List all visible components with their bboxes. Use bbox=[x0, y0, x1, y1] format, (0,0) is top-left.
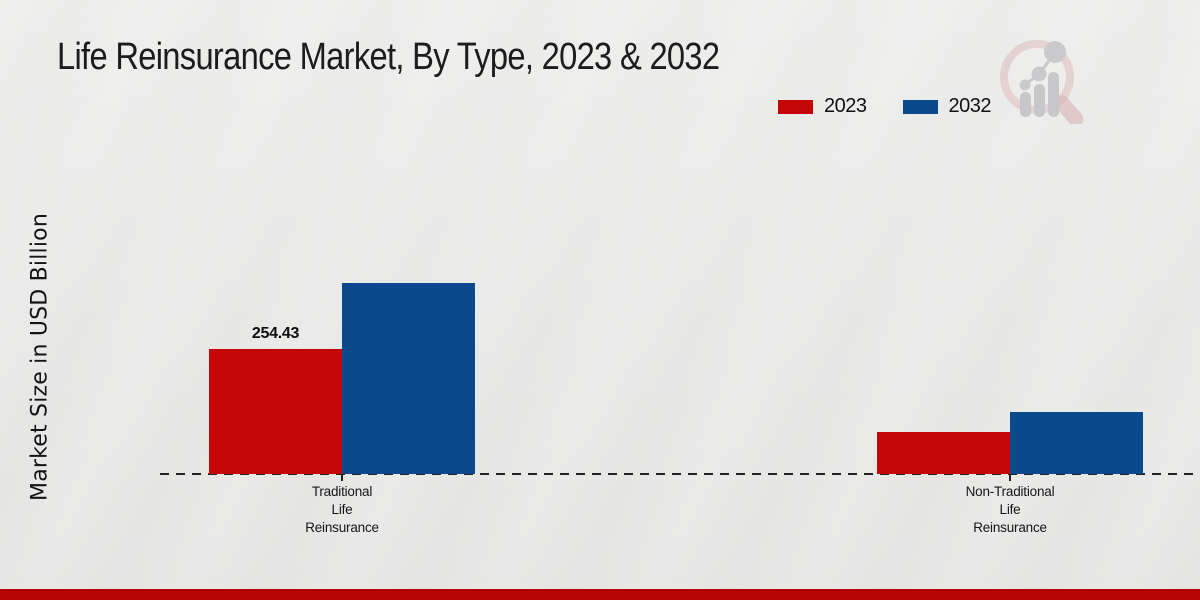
x-axis-category-label: Traditional Life Reinsurance bbox=[305, 484, 379, 535]
legend: 2023 2032 bbox=[778, 95, 991, 118]
bar-2032-non-traditional bbox=[1010, 412, 1143, 474]
legend-swatch-2032 bbox=[902, 99, 938, 114]
chart-title: Life Reinsurance Market, By Type, 2023 &… bbox=[57, 36, 720, 78]
legend-item-2023: 2023 bbox=[778, 95, 867, 118]
brand-watermark-logo bbox=[1000, 40, 1084, 124]
bar-2032-traditional bbox=[342, 283, 475, 474]
legend-label-2032: 2032 bbox=[948, 95, 992, 117]
bar-2023-non-traditional bbox=[877, 432, 1010, 474]
footer-accent-bar bbox=[0, 589, 1200, 600]
legend-swatch-2023 bbox=[778, 99, 813, 114]
x-axis-tick bbox=[341, 475, 343, 481]
x-axis-category-label: Non-Traditional Life Reinsurance bbox=[965, 484, 1055, 535]
bar-2023-traditional bbox=[209, 349, 342, 474]
x-axis-baseline bbox=[160, 473, 1193, 475]
legend-label-2023: 2023 bbox=[824, 95, 867, 117]
magnifier-bar-chart-icon bbox=[1000, 40, 1084, 124]
bar-value-label: 254.43 bbox=[251, 324, 300, 342]
x-axis-tick bbox=[1009, 475, 1011, 481]
legend-item-2032: 2032 bbox=[902, 95, 992, 118]
